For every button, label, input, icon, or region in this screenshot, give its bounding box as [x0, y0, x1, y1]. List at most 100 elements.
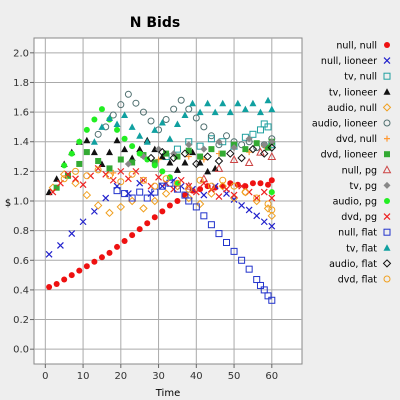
- data-point: [249, 130, 257, 138]
- legend-item: audio, flat: [329, 259, 392, 270]
- data-point: [158, 118, 166, 126]
- data-point: [113, 136, 121, 144]
- data-point: [181, 191, 189, 199]
- chart-title: N Bids: [130, 15, 180, 31]
- data-point: [158, 147, 167, 157]
- series-audio-pg: [61, 106, 275, 196]
- data-point: [53, 280, 60, 287]
- legend-label: audio, null: [327, 103, 377, 114]
- legend-label: dvd, null: [336, 134, 377, 145]
- legend-label: tv, null: [344, 72, 377, 83]
- data-point: [256, 108, 264, 116]
- data-point: [162, 116, 170, 123]
- data-point: [197, 153, 204, 160]
- data-point: [72, 167, 80, 175]
- data-point: [146, 153, 156, 163]
- data-point: [121, 111, 129, 119]
- data-point: [128, 170, 136, 178]
- data-point: [98, 123, 106, 130]
- data-point: [68, 272, 75, 279]
- data-point: [195, 199, 205, 209]
- data-point: [91, 258, 98, 265]
- data-point: [241, 105, 249, 113]
- legend-item: tv, flat: [346, 243, 391, 254]
- y-tick-label: 2.0: [13, 48, 29, 59]
- legend-marker: [383, 228, 391, 236]
- data-point: [234, 99, 242, 107]
- data-point: [105, 148, 113, 156]
- data-point: [223, 238, 231, 246]
- data-point: [253, 276, 261, 284]
- data-point: [56, 242, 64, 249]
- data-point: [128, 123, 136, 130]
- legend-item: tv, pg: [350, 181, 391, 192]
- data-point: [256, 126, 264, 134]
- data-point: [238, 256, 246, 264]
- data-point: [117, 156, 124, 163]
- data-point: [207, 135, 215, 143]
- data-point: [192, 114, 200, 122]
- data-point: [230, 144, 238, 152]
- data-point: [219, 150, 226, 157]
- data-point: [166, 202, 173, 209]
- legend-item: null, flat: [338, 228, 391, 239]
- y-tick-label: 0.2: [13, 315, 29, 326]
- data-point: [136, 188, 144, 196]
- series-audio-flat: [146, 143, 277, 169]
- legend-label: null, flat: [338, 228, 377, 239]
- x-tick-label: 0: [42, 371, 48, 382]
- data-point: [185, 153, 192, 160]
- legend-marker: [382, 165, 392, 174]
- data-point: [223, 132, 231, 140]
- y-tick-label: 0.8: [13, 226, 29, 237]
- data-point: [124, 90, 132, 98]
- data-point: [248, 144, 258, 154]
- data-point: [46, 283, 53, 290]
- legend-marker: [383, 275, 391, 283]
- legend-item: dvd, null: [336, 134, 390, 145]
- data-point: [260, 141, 268, 149]
- data-point: [177, 96, 185, 104]
- x-tick-label: 50: [228, 371, 241, 382]
- legend: null, null null, lioneer tv, null tv, lione…: [312, 41, 392, 286]
- data-point: [121, 135, 128, 142]
- data-point: [173, 145, 181, 153]
- data-point: [136, 132, 144, 139]
- data-point: [83, 263, 90, 270]
- data-point: [90, 207, 98, 215]
- data-point: [106, 165, 113, 172]
- legend-item: null, lioneer: [321, 56, 391, 67]
- data-point: [203, 152, 212, 161]
- data-point: [76, 138, 83, 145]
- data-point: [128, 154, 136, 162]
- data-point: [124, 160, 132, 168]
- data-point: [245, 206, 253, 214]
- data-point: [226, 108, 234, 116]
- data-point: [260, 149, 269, 158]
- legend-label: null, lioneer: [321, 56, 377, 67]
- data-point: [166, 158, 174, 166]
- legend-item: tv, lioneer: [329, 87, 391, 98]
- data-point: [268, 138, 276, 146]
- data-point: [237, 153, 246, 163]
- data-point: [253, 212, 261, 220]
- data-point: [151, 162, 158, 169]
- data-point: [91, 116, 98, 123]
- data-point: [204, 167, 212, 175]
- data-point: [61, 162, 68, 169]
- y-axis-label: $: [5, 198, 11, 209]
- data-point: [53, 184, 60, 191]
- data-point: [83, 149, 90, 156]
- data-point: [163, 150, 170, 157]
- data-point: [245, 135, 253, 143]
- data-point: [185, 197, 193, 205]
- data-point: [268, 194, 276, 202]
- data-point: [241, 188, 249, 196]
- legend-label: null, pg: [342, 165, 377, 176]
- data-point: [83, 136, 91, 144]
- data-points: [45, 90, 277, 304]
- axis-ticks: 0 10 20 30 40 50 60 0.0 0.2 0.4 0.6 0.8 1.0 1.2 1.4 1.6…: [13, 48, 278, 382]
- data-point: [105, 172, 113, 180]
- legend-item: dvd, pg: [341, 212, 391, 223]
